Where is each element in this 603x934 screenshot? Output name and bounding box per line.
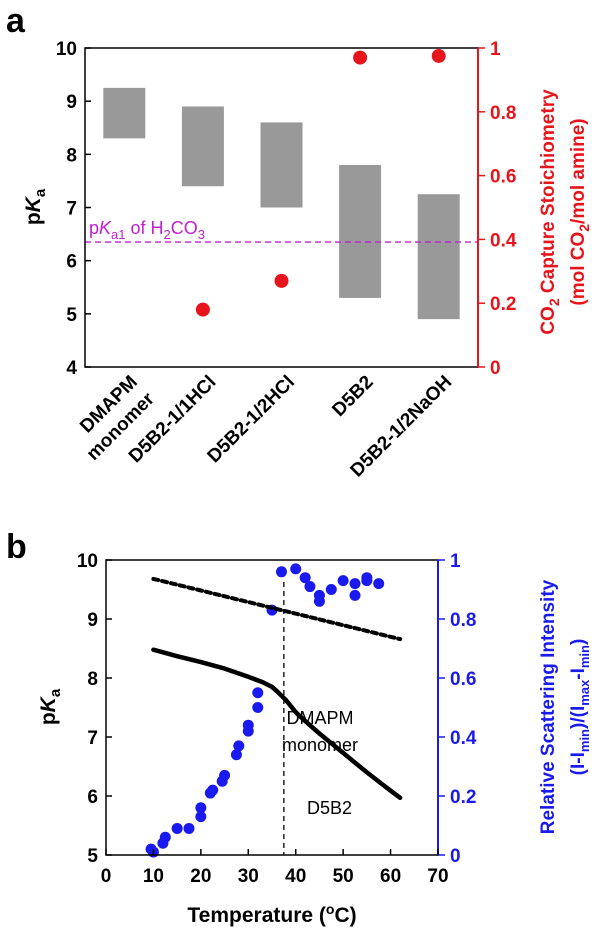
intensity-point [313,595,325,607]
intensity-point [337,575,349,587]
right-tick-label: 0.4 [490,230,517,251]
annotation-dmapm-line1: DMAPM [287,708,354,728]
left-axis-title-a: pKa [22,188,49,225]
left-tick-label: 4 [66,358,77,379]
right-tick-label: 1 [450,551,461,572]
pka-temperature-lines [151,576,403,801]
left-tick-label: 8 [66,145,77,166]
right-axis-title-b-line1: Relative Scattering Intensity [538,579,559,834]
x-tick-label: 0 [101,866,112,887]
pka-range-bar [260,122,303,208]
x-axis-title-b: Temperature (oC) [187,901,356,927]
intensity-point [195,811,207,823]
plot-frame-b [105,559,439,856]
x-tick-label: 60 [380,866,401,887]
annotation-d5b2: D5B2 [307,798,352,818]
left-axis-ticks-a: 4 5 6 7 8 9 10 [56,39,91,379]
co2-point [431,48,446,63]
left-axis-title-b: pKa [37,688,64,725]
intensity-point [233,740,245,752]
left-tick-label: 5 [66,305,77,326]
co2-point [195,302,210,317]
left-axis-ticks-b: 5 6 7 8 9 10 [77,551,112,867]
left-tick-label: 9 [66,92,77,113]
intensity-point [195,802,207,814]
left-tick-label: 9 [87,610,98,631]
x-tick-label: 40 [285,866,306,887]
intensity-point [183,822,195,834]
intensity-point [361,575,373,587]
left-tick-label: 7 [66,199,77,220]
right-tick-label: 0.8 [490,103,516,124]
intensity-point [171,822,183,834]
right-tick-label: 0.6 [450,669,476,690]
reference-label: pKa1 of H2CO3 [89,218,205,242]
pka1-h2co3-reference: pKa1 of H2CO3 [85,218,478,243]
intensity-point [219,769,231,781]
right-tick-label: 0 [490,358,501,379]
right-axis-title-a-line2: (mol CO2/mol amine) [568,118,592,305]
intensity-point [299,572,311,584]
right-tick-label: 0.2 [450,787,476,808]
right-axis-title-b-line2: (I-Imin)/(Imax-Imin) [568,639,592,776]
x-tick-label: 50 [333,866,354,887]
x-axis-ticks-b: 0 10 20 30 40 50 60 70 [101,849,449,887]
right-axis-title-a-line1: CO2 Capture Stoichiometry [538,89,562,335]
panel-letter-a: a [6,2,26,40]
intensity-point [290,563,302,575]
category-label: D5B2 [328,372,377,421]
x-tick-label: 70 [427,866,448,887]
left-tick-label: 10 [77,551,98,572]
intensity-point [242,719,254,731]
intensity-point [325,584,337,595]
left-tick-label: 6 [87,787,98,808]
right-tick-label: 0 [450,846,461,867]
intensity-point [349,578,361,590]
right-tick-label: 0.2 [490,294,516,315]
intensity-point [304,581,316,593]
intensity-point [275,566,287,578]
left-tick-label: 8 [87,669,98,690]
panel-b: b 5 6 7 8 9 10 0 0.2 0.4 0.6 0.8 1 0 10 20 30 40 50 60 70… [6,528,592,927]
left-tick-label: 7 [87,728,98,749]
intensity-point [349,589,361,601]
pka-range-bar [103,87,146,139]
x-tick-label: 10 [143,866,164,887]
panel-letter-b: b [6,528,27,566]
co2-point [274,273,289,288]
intensity-point [373,578,385,590]
right-axis-ticks-b: 0 0.2 0.4 0.6 0.8 1 [437,551,477,867]
right-tick-label: 1 [490,39,501,60]
right-tick-label: 0.6 [490,167,516,188]
pka-range-bar [417,194,460,320]
co2-point [353,50,368,65]
intensity-point [230,749,242,761]
x-tick-label: 30 [238,866,259,887]
right-tick-label: 0.8 [450,610,476,631]
pka-range-bars [103,87,460,320]
pka-range-bar [339,164,382,298]
annotation-dmapm-line2: monomer [282,735,358,755]
right-axis-ticks-a: 0 0.2 0.4 0.6 0.8 1 [477,39,517,379]
co2-stoichiometry-points [195,48,446,317]
dmapm-monomer-line [151,576,403,642]
intensity-point [159,831,171,843]
left-tick-label: 6 [66,252,77,273]
intensity-point [207,784,219,796]
left-tick-label: 10 [56,39,77,60]
left-tick-label: 5 [87,846,98,867]
intensity-point [252,702,264,713]
x-tick-label: 20 [190,866,211,887]
right-tick-label: 0.4 [450,728,477,749]
d5b2-line [151,647,403,801]
pka-range-bar [181,106,224,187]
intensity-point [252,687,264,699]
